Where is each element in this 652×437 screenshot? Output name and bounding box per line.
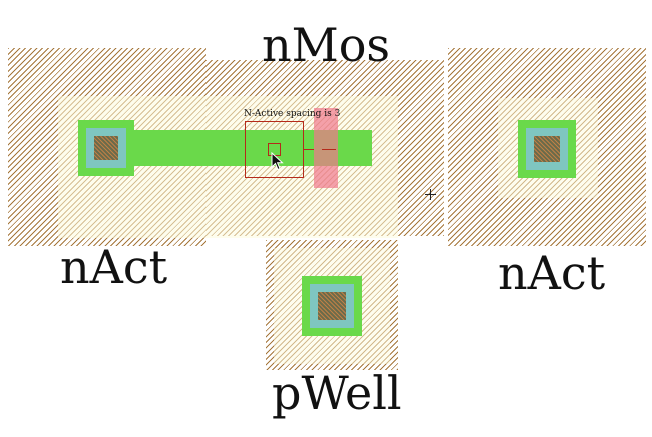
drc-error-box: [245, 121, 304, 178]
drc-error-message: N-Active spacing is 3: [244, 109, 341, 119]
nact-right-cell[interactable]: [448, 48, 646, 246]
nmos-cell[interactable]: [8, 48, 444, 248]
nmos-poly-gate[interactable]: [314, 108, 338, 188]
crosshair-icon: [425, 189, 436, 200]
pwell-cell[interactable]: [266, 240, 398, 370]
arrow-cursor-icon: [271, 151, 285, 172]
drc-error[interactable]: N-Active spacing is 3: [244, 110, 352, 180]
label-pwell: pWell: [272, 366, 402, 420]
label-nmos: nMos: [262, 18, 391, 72]
drc-error-line: [322, 149, 336, 150]
label-nact-right: nAct: [498, 246, 606, 300]
pwell-contact: [318, 292, 346, 320]
nmos-contact: [94, 136, 118, 160]
label-nact-left: nAct: [60, 240, 168, 294]
drc-error-line: [304, 149, 314, 150]
nact-right-contact: [534, 136, 560, 162]
